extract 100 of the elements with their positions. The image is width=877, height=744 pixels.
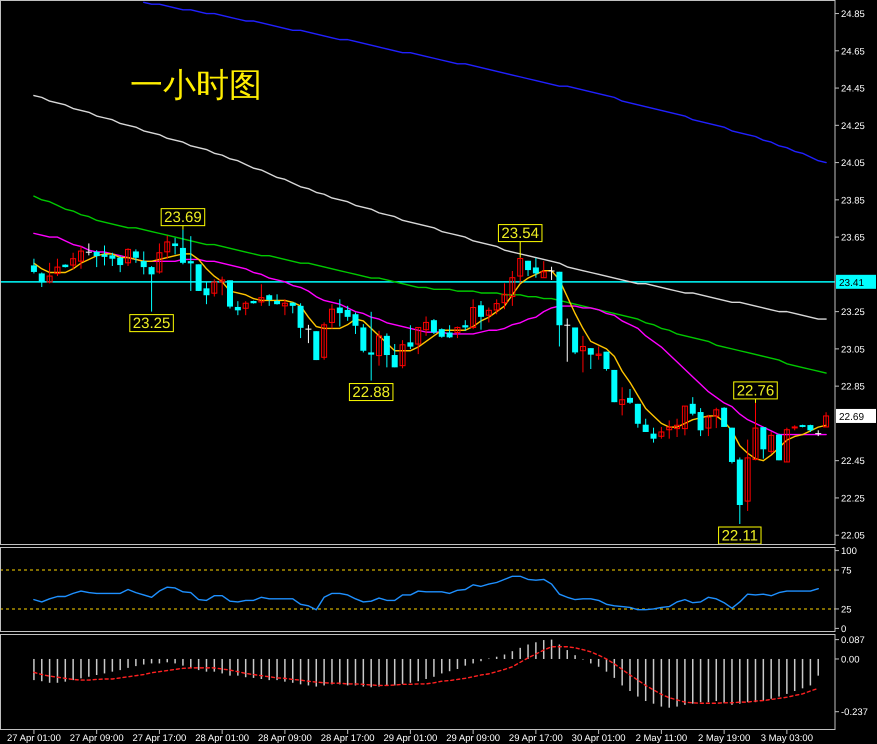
- candlestick: [94, 250, 100, 268]
- candlestick: [509, 270, 516, 306]
- y-tick-label: 23.65: [841, 232, 865, 244]
- candlestick: [532, 257, 539, 278]
- y-tick-label: 24.65: [841, 46, 865, 58]
- candlestick: [85, 242, 92, 256]
- x-tick-label: 29 Apr 17:00: [508, 733, 563, 744]
- candlestick: [164, 235, 170, 260]
- candlestick: [682, 406, 688, 436]
- x-tick-label: 29 Apr 01:00: [383, 733, 438, 744]
- annotation: 23.69: [164, 209, 202, 226]
- y-tick-label: 75: [841, 566, 852, 577]
- candlestick: [125, 248, 132, 266]
- y-tick-label: 24.25: [841, 120, 865, 132]
- y-tick-label: 0.087: [841, 635, 865, 646]
- candlestick: [462, 320, 468, 332]
- annotation: 22.11: [722, 528, 758, 545]
- y-tick-label: 23.85: [841, 195, 865, 206]
- y-tick-label: 0: [841, 624, 846, 635]
- candlestick: [627, 388, 633, 404]
- candlestick: [674, 418, 680, 438]
- y-tick-label: 24.05: [841, 158, 865, 170]
- candlestick: [132, 248, 139, 264]
- candlestick: [470, 298, 476, 330]
- candlestick: [658, 426, 664, 440]
- x-tick-label: 2 May 19:00: [698, 733, 750, 744]
- candlestick: [407, 324, 414, 350]
- x-tick-label: 27 Apr 09:00: [70, 733, 124, 744]
- annotation: 23.69: [160, 208, 206, 230]
- candlestick: [46, 262, 53, 284]
- candlestick: [642, 418, 649, 432]
- candlestick: [430, 318, 437, 334]
- price-label: 22.69: [836, 408, 876, 423]
- y-tick-label: 24.45: [841, 84, 865, 95]
- candlestick: [140, 250, 147, 275]
- x-tick-label: 30 Apr 01:00: [572, 733, 626, 744]
- candlestick: [242, 300, 249, 316]
- candlestick: [54, 258, 60, 277]
- x-tick-label: 27 Apr 01:00: [6, 733, 61, 744]
- candlestick: [102, 244, 108, 266]
- ref-line-label: 23.41: [839, 278, 864, 289]
- annotation: 22.76: [733, 381, 778, 404]
- x-tick-label: 28 Apr 17:00: [320, 733, 375, 744]
- y-tick-label: 100: [841, 546, 857, 558]
- candlestick: [304, 324, 312, 344]
- candlestick: [423, 316, 430, 336]
- x-tick-label: 29 Apr 09:00: [446, 733, 500, 744]
- candlestick: [619, 386, 626, 416]
- candlestick: [266, 294, 272, 306]
- candlestick: [823, 412, 830, 428]
- candlestick: [298, 302, 304, 339]
- annotation: 23.54: [498, 224, 542, 258]
- candlestick: [634, 403, 641, 428]
- candlestick: [713, 407, 720, 429]
- x-tick-label: 27 Apr 17:00: [132, 733, 186, 744]
- annotation: 22.11: [718, 526, 762, 544]
- candlestick: [282, 298, 288, 316]
- candlestick: [172, 237, 178, 255]
- y-tick-label: 23.25: [841, 307, 865, 318]
- candlestick: [603, 351, 610, 372]
- candlestick: [564, 318, 571, 362]
- candlestick: [234, 300, 241, 316]
- annotation: 22.88: [348, 383, 394, 402]
- candlestick: [400, 340, 406, 369]
- candlestick: [650, 427, 657, 444]
- line-series: [33, 646, 819, 704]
- x-tick-label: 3 May 03:00: [760, 733, 814, 744]
- candlestick: [415, 326, 422, 355]
- y-tick-label: 22.85: [841, 382, 865, 393]
- candlestick: [525, 260, 532, 277]
- y-tick-label: 23.05: [841, 344, 865, 356]
- y-tick-label: 0.00: [841, 654, 860, 666]
- candlestick: [721, 406, 728, 428]
- y-tick-label: -0.237: [841, 707, 868, 718]
- candlestick: [502, 282, 508, 310]
- x-tick-label: 2 May 11:00: [636, 733, 688, 744]
- candlestick: [360, 324, 366, 353]
- candlestick: [698, 408, 704, 437]
- line-series: [33, 195, 827, 374]
- candlestick: [70, 252, 76, 270]
- candlestick: [760, 426, 766, 460]
- text: 一小时图: [130, 65, 262, 104]
- candlestick: [274, 294, 280, 306]
- candlestick: [78, 246, 84, 270]
- y-tick-label: 25: [841, 604, 852, 616]
- annotation: 23.54: [501, 225, 539, 242]
- x-tick-label: 28 Apr 09:00: [258, 733, 312, 744]
- candlestick: [328, 304, 335, 330]
- candlestick: [580, 335, 586, 373]
- candlestick: [784, 427, 790, 462]
- candlestick: [548, 266, 556, 280]
- x-tick-label: 28 Apr 01:00: [195, 733, 250, 744]
- candlestick: [666, 420, 672, 440]
- ref-label: 23.41: [836, 274, 876, 289]
- y-tick-label: 22.45: [841, 456, 865, 468]
- line-series: [33, 576, 819, 610]
- candlestick: [258, 284, 264, 306]
- candlestick: [768, 431, 774, 454]
- candlestick: [352, 312, 358, 334]
- candlestick: [376, 330, 382, 366]
